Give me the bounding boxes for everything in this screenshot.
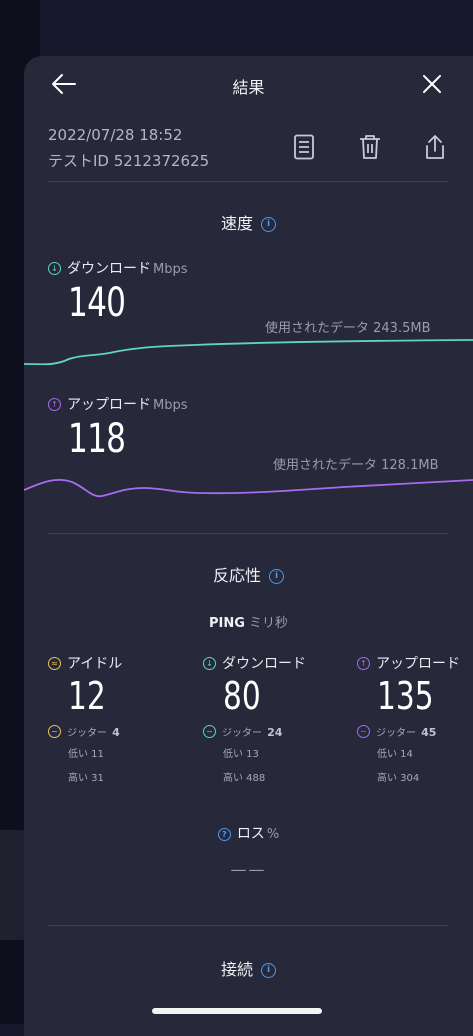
share-button[interactable]	[422, 132, 448, 162]
trash-icon	[360, 135, 380, 159]
speed-section-title: 速度 i	[24, 210, 473, 234]
idle-icon: ≈	[48, 657, 61, 670]
info-icon[interactable]: i	[261, 963, 276, 978]
download-unit: Mbps	[153, 262, 188, 277]
ping-heading: PING ミリ秒	[24, 612, 473, 631]
download-low: 低い 13	[223, 749, 259, 760]
close-button[interactable]	[418, 70, 446, 98]
ping-label: PING	[208, 616, 245, 631]
upload-unit: Mbps	[153, 398, 188, 413]
jitter-label: ジッター	[67, 728, 107, 739]
back-arrow-icon	[52, 74, 76, 94]
download-data-used: 使用されたデータ 243.5MB	[265, 321, 431, 336]
home-indicator[interactable]	[152, 1008, 322, 1014]
download-label-row: ↓ ダウンロード Mbps	[48, 258, 188, 278]
loss-value: ——	[230, 860, 267, 879]
info-icon[interactable]: i	[269, 569, 284, 584]
test-id: テストID 5212372625	[48, 152, 210, 170]
ping-upload-label-row: ↑ アップロード	[357, 653, 460, 673]
download-label: ダウンロード	[67, 261, 151, 277]
speed-title-text: 速度	[220, 214, 253, 233]
page-title: 結果	[232, 78, 265, 97]
upload-speed-value: 118	[68, 416, 126, 462]
results-sheet: 結果 2022/07/28 18:52 テストID 5212372625 速度 i…	[24, 56, 473, 1036]
upload-jitter-row: ~ ジッター 45	[357, 721, 436, 740]
upload-icon: ↑	[48, 398, 61, 411]
details-button[interactable]	[291, 132, 317, 162]
idle-jitter-value: 4	[112, 726, 120, 739]
loss-unit: %	[266, 827, 280, 842]
download-icon: ↓	[203, 657, 216, 670]
jitter-label: ジッター	[376, 728, 416, 739]
divider	[48, 533, 448, 534]
responsiveness-section-title: 反応性 i	[24, 562, 473, 586]
idle-high: 高い 31	[68, 773, 104, 784]
upload-data-used: 使用されたデータ 128.1MB	[273, 458, 439, 473]
jitter-label: ジッター	[222, 728, 262, 739]
idle-ping-value: 12	[68, 674, 106, 718]
ping-download-label-row: ↓ ダウンロード	[203, 653, 306, 673]
idle-label: アイドル	[67, 656, 123, 672]
divider	[48, 181, 448, 182]
connection-title-text: 接続	[220, 960, 253, 979]
info-icon[interactable]: i	[261, 217, 276, 232]
upload-label-row: ↑ アップロード Mbps	[48, 394, 188, 414]
download-jitter-row: ~ ジッター 24	[203, 721, 282, 740]
idle-low: 低い 11	[68, 749, 104, 760]
upload-icon: ↑	[357, 657, 370, 670]
jitter-icon: ~	[203, 725, 216, 738]
download-icon: ↓	[48, 262, 61, 275]
jitter-icon: ~	[357, 725, 370, 738]
download-speed-graph	[24, 339, 473, 366]
document-icon	[294, 134, 314, 160]
download-high: 高い 488	[223, 773, 266, 784]
upload-label: アップロード	[67, 397, 151, 413]
jitter-icon: ~	[48, 725, 61, 738]
share-icon	[426, 135, 444, 159]
loss-heading: ? ロス%	[24, 823, 473, 843]
help-icon[interactable]: ?	[217, 828, 231, 841]
loss-label: ロス	[236, 826, 265, 842]
connection-section-title: 接続 i	[24, 956, 473, 980]
download-ping-value: 80	[223, 674, 261, 718]
idle-jitter-row: ~ ジッター 4	[48, 721, 120, 740]
close-icon	[423, 75, 441, 93]
idle-label-row: ≈ アイドル	[48, 653, 122, 673]
upload-high: 高い 304	[377, 773, 420, 784]
ping-unit: ミリ秒	[249, 616, 289, 631]
back-button[interactable]	[48, 70, 80, 98]
download-speed-value: 140	[68, 280, 126, 326]
upload-ping-value: 135	[377, 674, 434, 718]
test-datetime: 2022/07/28 18:52	[48, 126, 183, 144]
upload-speed-graph	[24, 478, 473, 498]
download-jitter-value: 24	[267, 726, 283, 739]
divider	[48, 925, 448, 926]
upload-low: 低い 14	[377, 749, 413, 760]
delete-button[interactable]	[357, 132, 383, 162]
ping-upload-label: アップロード	[376, 656, 460, 672]
ping-download-label: ダウンロード	[222, 656, 306, 672]
upload-jitter-value: 45	[421, 726, 437, 739]
responsiveness-title-text: 反応性	[212, 566, 261, 585]
